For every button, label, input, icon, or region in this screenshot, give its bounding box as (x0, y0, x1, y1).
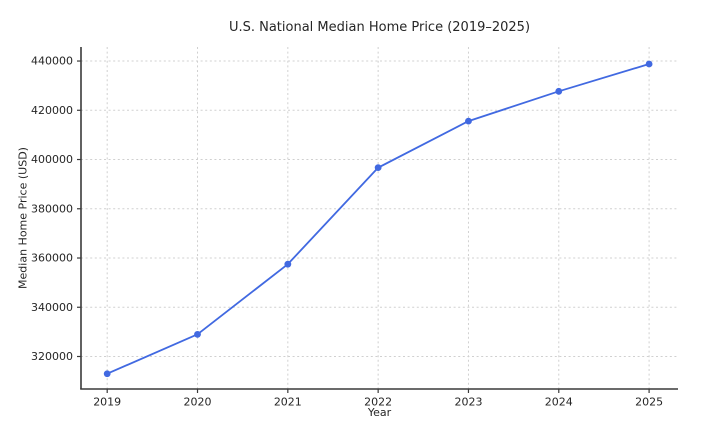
data-point (374, 164, 382, 172)
x-axis-label: Year (367, 406, 392, 419)
x-tick-label: 2020 (184, 396, 212, 409)
x-tick-label: 2022 (364, 396, 392, 409)
x-tick-label: 2025 (635, 396, 663, 409)
x-tick-label: 2019 (93, 396, 121, 409)
chart-title: U.S. National Median Home Price (2019–20… (228, 20, 531, 35)
data-point (103, 370, 111, 378)
data-point (645, 60, 653, 68)
data-point (194, 330, 201, 338)
x-tick-label: 2024 (545, 396, 573, 409)
data-point (465, 117, 472, 125)
x-tick-label: 2023 (454, 396, 482, 409)
y-tick-label: 320000 (31, 350, 73, 363)
y-tick-label: 440000 (31, 55, 73, 68)
y-tick-label: 420000 (31, 104, 73, 117)
y-tick-label: 360000 (31, 252, 73, 265)
y-tick-label: 400000 (31, 153, 73, 166)
y-tick-label: 340000 (31, 301, 73, 314)
data-point (555, 87, 563, 95)
tick-marks (77, 60, 650, 393)
axes-spines (80, 47, 678, 390)
gridlines (81, 47, 678, 389)
tick-labels: 2019 2020 2021 2022 2023 2024 2025 320000 340000… (31, 55, 663, 409)
x-tick-label: 2021 (274, 396, 302, 409)
y-tick-label: 380000 (31, 202, 73, 215)
data-point (284, 260, 292, 268)
